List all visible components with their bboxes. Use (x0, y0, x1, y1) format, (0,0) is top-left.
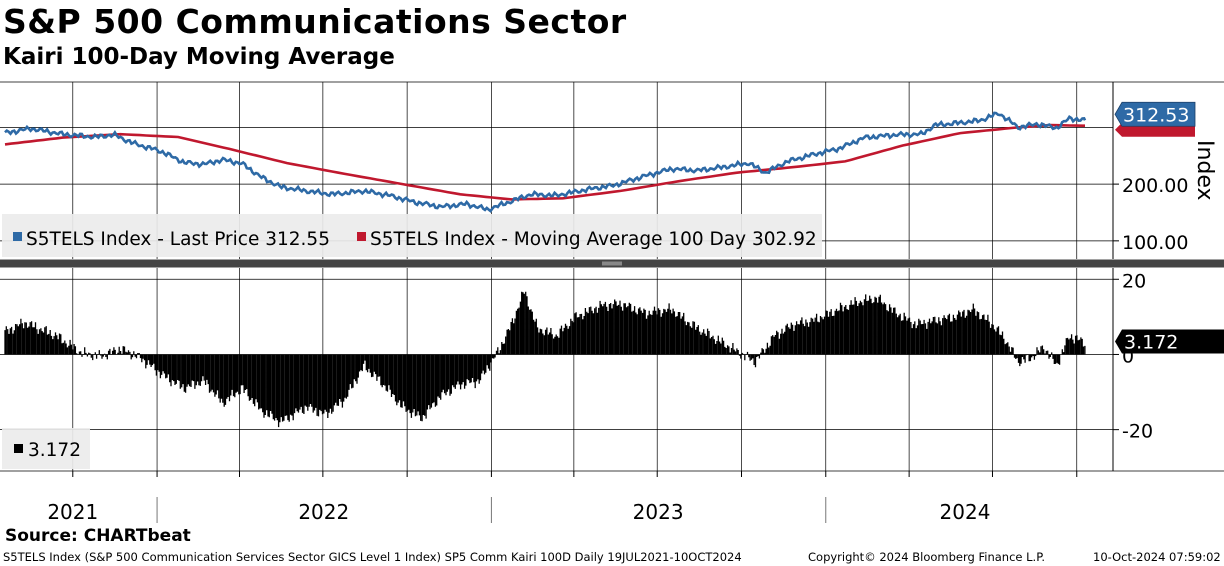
x-year-label: 2022 (298, 500, 349, 524)
panel-frames (0, 81, 1224, 472)
price-value-badge (1114, 101, 1196, 127)
upper-axis-label: Index (1192, 140, 1217, 201)
x-year-label: 2021 (47, 500, 98, 524)
panel-divider-handle[interactable] (602, 261, 622, 266)
price-value-badge-label: 312.53 (1123, 104, 1189, 126)
kairi-value-badge (1115, 329, 1224, 354)
kairi-value-badge-label: 3.172 (1124, 332, 1178, 354)
x-year-label: 2023 (633, 500, 684, 524)
chart-title: S&P 500 Communications Sector (3, 2, 627, 41)
x-year-label: 2024 (940, 500, 991, 524)
last-price-line (4, 111, 1087, 213)
legend-swatch-moving-average (357, 232, 366, 241)
source-note: Source: CHARTbeat (5, 526, 191, 546)
lower-y-tick-label: 20 (1122, 270, 1146, 292)
moving-average-line (4, 123, 1085, 201)
footer-timestamp: 10-Oct-2024 07:59:02 (1093, 550, 1221, 564)
legend-label-moving-average: S5TELS Index - Moving Average 100 Day 30… (370, 229, 817, 250)
footer-copyright: Copyright© 2024 Bloomberg Finance L.P. (808, 550, 1045, 564)
legends: S5TELS Index - Last Price 312.55 S5TELS I… (2, 214, 822, 469)
chart-subtitle: Kairi 100-Day Moving Average (3, 44, 395, 70)
legend-swatch-kairi (14, 444, 23, 453)
kairi-bars (4, 291, 1086, 428)
upper-legend-box (2, 214, 822, 257)
legend-swatch-last-price (13, 232, 22, 241)
lower-y-tick-label: -20 (1122, 421, 1153, 443)
upper-y-tick-label: 200.00 (1122, 175, 1188, 197)
legend-label-kairi: 3.172 (28, 440, 81, 461)
upper-y-tick-label: 100.00 (1122, 232, 1188, 254)
footer-description: S5TELS Index (S&P 500 Communication Serv… (3, 550, 742, 564)
kairi-bar-marks (4, 291, 1086, 428)
x-axis: 2021 2022 2023 2024 (47, 471, 1078, 524)
legend-label-last-price: S5TELS Index - Last Price 312.55 (26, 229, 330, 250)
